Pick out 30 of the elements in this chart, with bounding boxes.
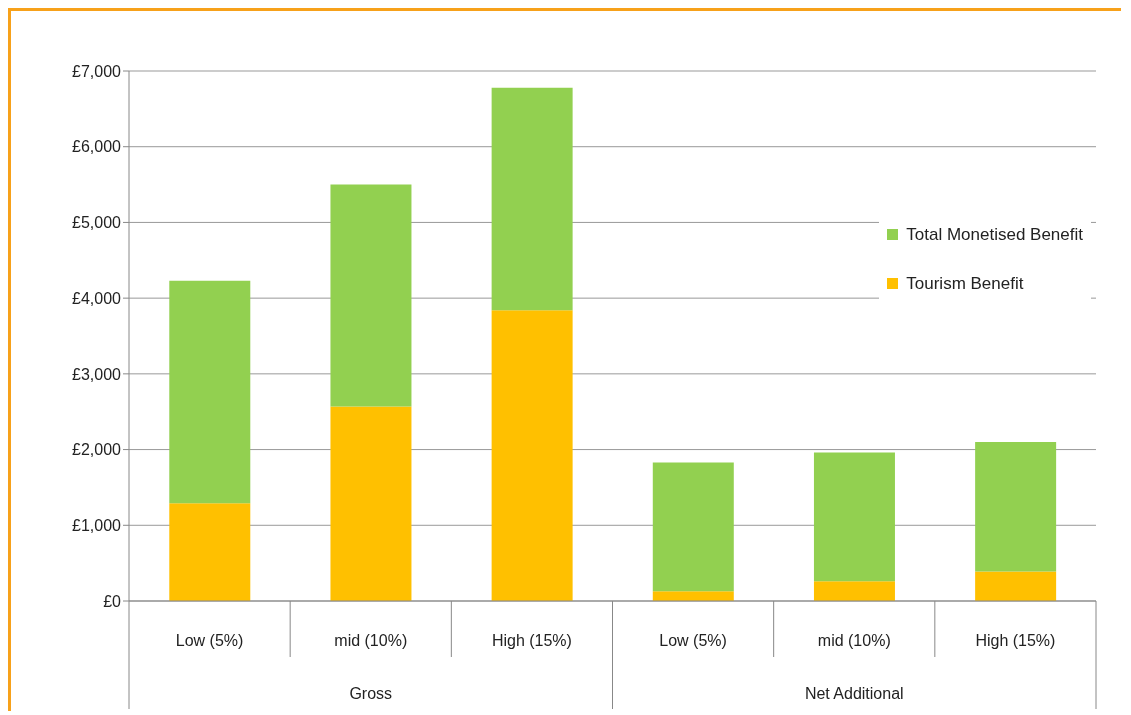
y-tick-label: £1,000 xyxy=(72,516,122,534)
bar xyxy=(652,462,734,592)
bar xyxy=(330,184,412,407)
bar xyxy=(813,452,895,582)
y-tick-label: £2,000 xyxy=(72,441,122,459)
legend-label: Tourism Benefit xyxy=(905,272,1025,295)
x-tick-label: mid (10%) xyxy=(817,632,891,649)
bar xyxy=(652,591,734,601)
y-tick-label: £5,000 xyxy=(72,214,122,232)
text: Net Additional xyxy=(804,685,904,702)
text: Gross xyxy=(349,685,393,702)
legend-label: Total Monetised Benefit xyxy=(905,223,1083,246)
x-tick-label: mid (10%) xyxy=(334,632,408,649)
bar xyxy=(330,406,412,601)
x-tick-label: Low (5%) xyxy=(175,632,244,649)
bar xyxy=(491,310,573,601)
bar xyxy=(975,571,1057,601)
y-tick-label: £7,000 xyxy=(72,62,122,80)
bar xyxy=(169,503,251,601)
x-tick-label: Low (5%) xyxy=(659,632,727,649)
bar xyxy=(491,87,573,311)
y-tick-label: £4,000 xyxy=(72,289,122,307)
x-tick-label: High (15%) xyxy=(975,632,1056,649)
y-tick-label: £0 xyxy=(103,592,122,610)
y-tick-label: £6,000 xyxy=(72,138,122,156)
bar xyxy=(169,280,251,504)
bar xyxy=(975,442,1057,572)
y-tick-label: £3,000 xyxy=(72,365,122,383)
x-tick-label: High (15%) xyxy=(491,632,572,649)
bar xyxy=(813,581,895,601)
